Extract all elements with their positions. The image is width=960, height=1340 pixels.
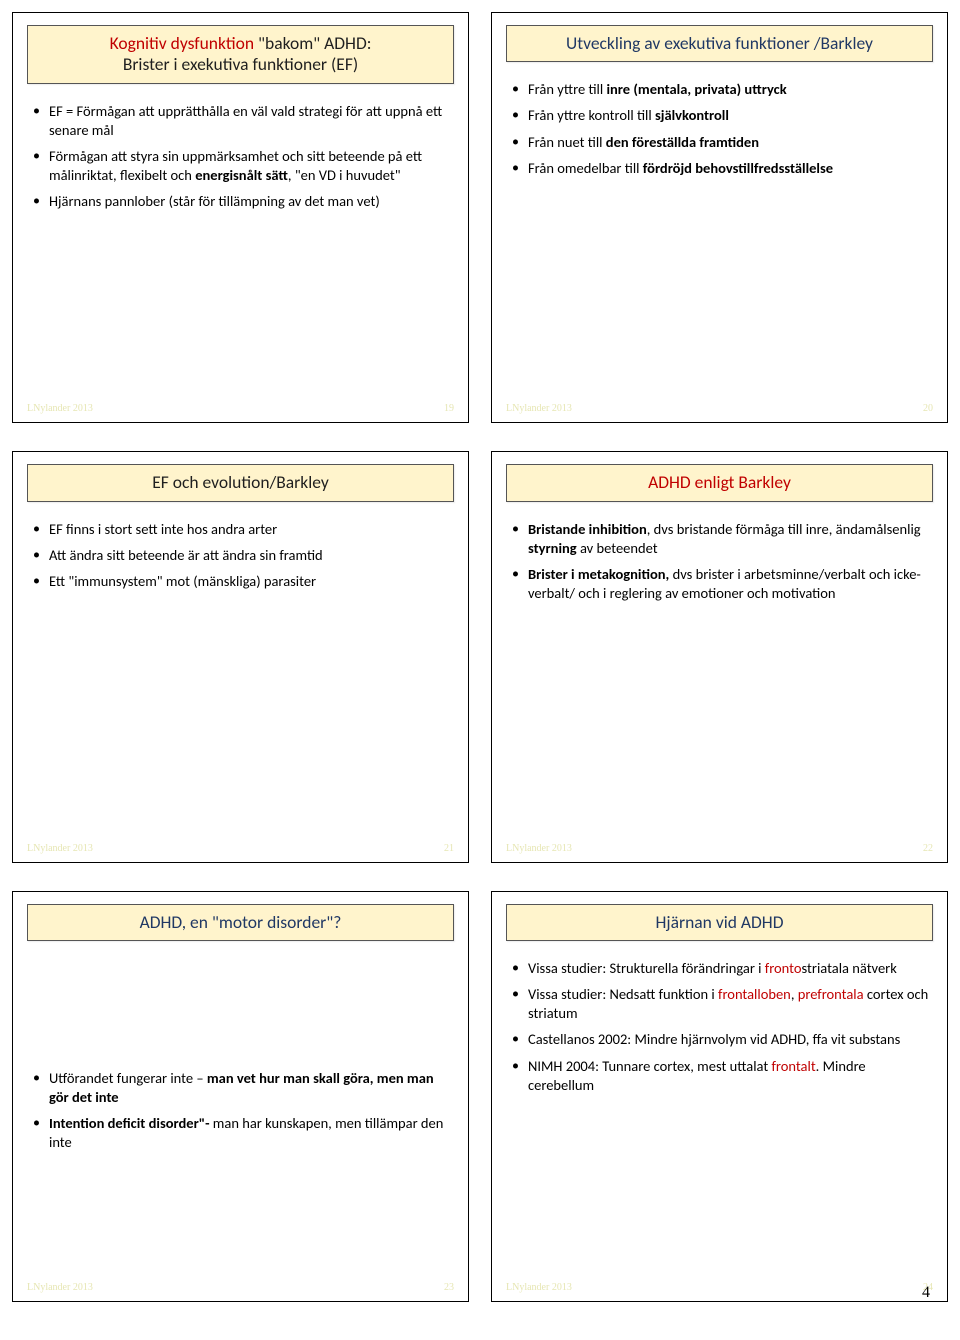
slide-footer: LNylander 201324	[506, 1282, 933, 1293]
slide: ADHD, en "motor disorder"? Utförandet fun…	[12, 891, 469, 1302]
footer-author: LNylander 2013	[506, 843, 572, 854]
bullet-list: EF = Förmågan att upprätthålla en väl va…	[27, 102, 454, 219]
slide-content: EF finns i stort sett inte hos andra art…	[27, 512, 454, 830]
slide-content: Utförandet fungerar inte – man vet hur m…	[27, 951, 454, 1269]
bullet-item: Intention deficit disorder"- man har kun…	[33, 1114, 454, 1152]
slide-title: ADHD, en "motor disorder"?	[27, 904, 454, 941]
bullet-item: Castellanos 2002: Mindre hjärnvolym vid …	[512, 1030, 933, 1049]
bullet-item: Från yttre till inre (mentala, privata) …	[512, 80, 933, 99]
bullet-item: Vissa studier: Strukturella förändringar…	[512, 959, 933, 978]
footer-slide-number: 20	[923, 403, 933, 414]
bullet-item: Ett "immunsystem" mot (mänskliga) parasi…	[33, 572, 454, 591]
slide-footer: LNylander 2013 20	[506, 403, 933, 414]
bullet-list: Vissa studier: Strukturella förändringar…	[506, 959, 933, 1102]
footer-author: LNylander 2013	[27, 843, 93, 854]
slide-title: Utveckling av exekutiva funktioner /Bark…	[506, 25, 933, 62]
bullet-item: Från nuet till den föreställda framtiden	[512, 133, 933, 152]
bullet-list: Utförandet fungerar inte – man vet hur m…	[27, 1069, 454, 1160]
slide-footer: LNylander 2013 19	[27, 403, 454, 414]
slide-title: EF och evolution/Barkley	[27, 464, 454, 501]
bullet-item: Vissa studier: Nedsatt funktion i fronta…	[512, 985, 933, 1023]
footer-slide-number: 22	[923, 843, 933, 854]
footer-author: LNylander 2013	[27, 403, 93, 414]
slide-content: EF = Förmågan att upprätthålla en väl va…	[27, 94, 454, 391]
footer-author: LNylander 2013	[506, 403, 572, 414]
bullet-item: Hjärnans pannlober (står för tillämpning…	[33, 192, 454, 211]
slide: Kognitiv dysfunktion "bakom" ADHD: Brist…	[12, 12, 469, 423]
bullet-item: Brister i metakognition, dvs brister i a…	[512, 565, 933, 603]
slide-grid: Kognitiv dysfunktion "bakom" ADHD: Brist…	[12, 12, 948, 1302]
bullet-item: NIMH 2004: Tunnare cortex, mest uttalat …	[512, 1057, 933, 1095]
footer-slide-number: 19	[444, 403, 454, 414]
bullet-list: EF finns i stort sett inte hos andra art…	[27, 520, 454, 598]
slide-footer: LNylander 2013 21	[27, 843, 454, 854]
slide-footer: LNylander 2013 22	[506, 843, 933, 854]
bullet-item: Bristande inhibition, dvs bristande förm…	[512, 520, 933, 558]
slide-title: Hjärnan vid ADHD	[506, 904, 933, 941]
footer-slide-number: 23	[444, 1282, 454, 1293]
slide-content: Bristande inhibition, dvs bristande förm…	[506, 512, 933, 830]
footer-author: LNylander 2013	[506, 1282, 572, 1293]
slide-title: ADHD enligt Barkley	[506, 464, 933, 501]
slide: ADHD enligt Barkley Bristande inhibition,…	[491, 451, 948, 862]
bullet-item: Att ändra sitt beteende är att ändra sin…	[33, 546, 454, 565]
bullet-item: Utförandet fungerar inte – man vet hur m…	[33, 1069, 454, 1107]
slide-footer: LNylander 2013 23	[27, 1282, 454, 1293]
slide: EF och evolution/Barkley EF finns i stort…	[12, 451, 469, 862]
slide: Utveckling av exekutiva funktioner /Bark…	[491, 12, 948, 423]
slide-content: Vissa studier: Strukturella förändringar…	[506, 951, 933, 1269]
bullet-item: EF finns i stort sett inte hos andra art…	[33, 520, 454, 539]
footer-author: LNylander 2013	[27, 1282, 93, 1293]
slide-title: Kognitiv dysfunktion "bakom" ADHD: Brist…	[27, 25, 454, 84]
bullet-item: Från omedelbar till fördröjd behovstillf…	[512, 159, 933, 178]
slide: Hjärnan vid ADHD Vissa studier: Strukture…	[491, 891, 948, 1302]
bullet-list: Bristande inhibition, dvs bristande förm…	[506, 520, 933, 611]
footer-slide-number: 21	[444, 843, 454, 854]
bullet-item: EF = Förmågan att upprätthålla en väl va…	[33, 102, 454, 140]
bullet-item: Förmågan att styra sin uppmärksamhet och…	[33, 147, 454, 185]
page-number: 4	[922, 1284, 930, 1302]
bullet-item: Från yttre kontroll till självkontroll	[512, 106, 933, 125]
page: Kognitiv dysfunktion "bakom" ADHD: Brist…	[12, 12, 948, 1302]
bullet-list: Från yttre till inre (mentala, privata) …	[506, 80, 933, 185]
slide-content: Från yttre till inre (mentala, privata) …	[506, 72, 933, 390]
